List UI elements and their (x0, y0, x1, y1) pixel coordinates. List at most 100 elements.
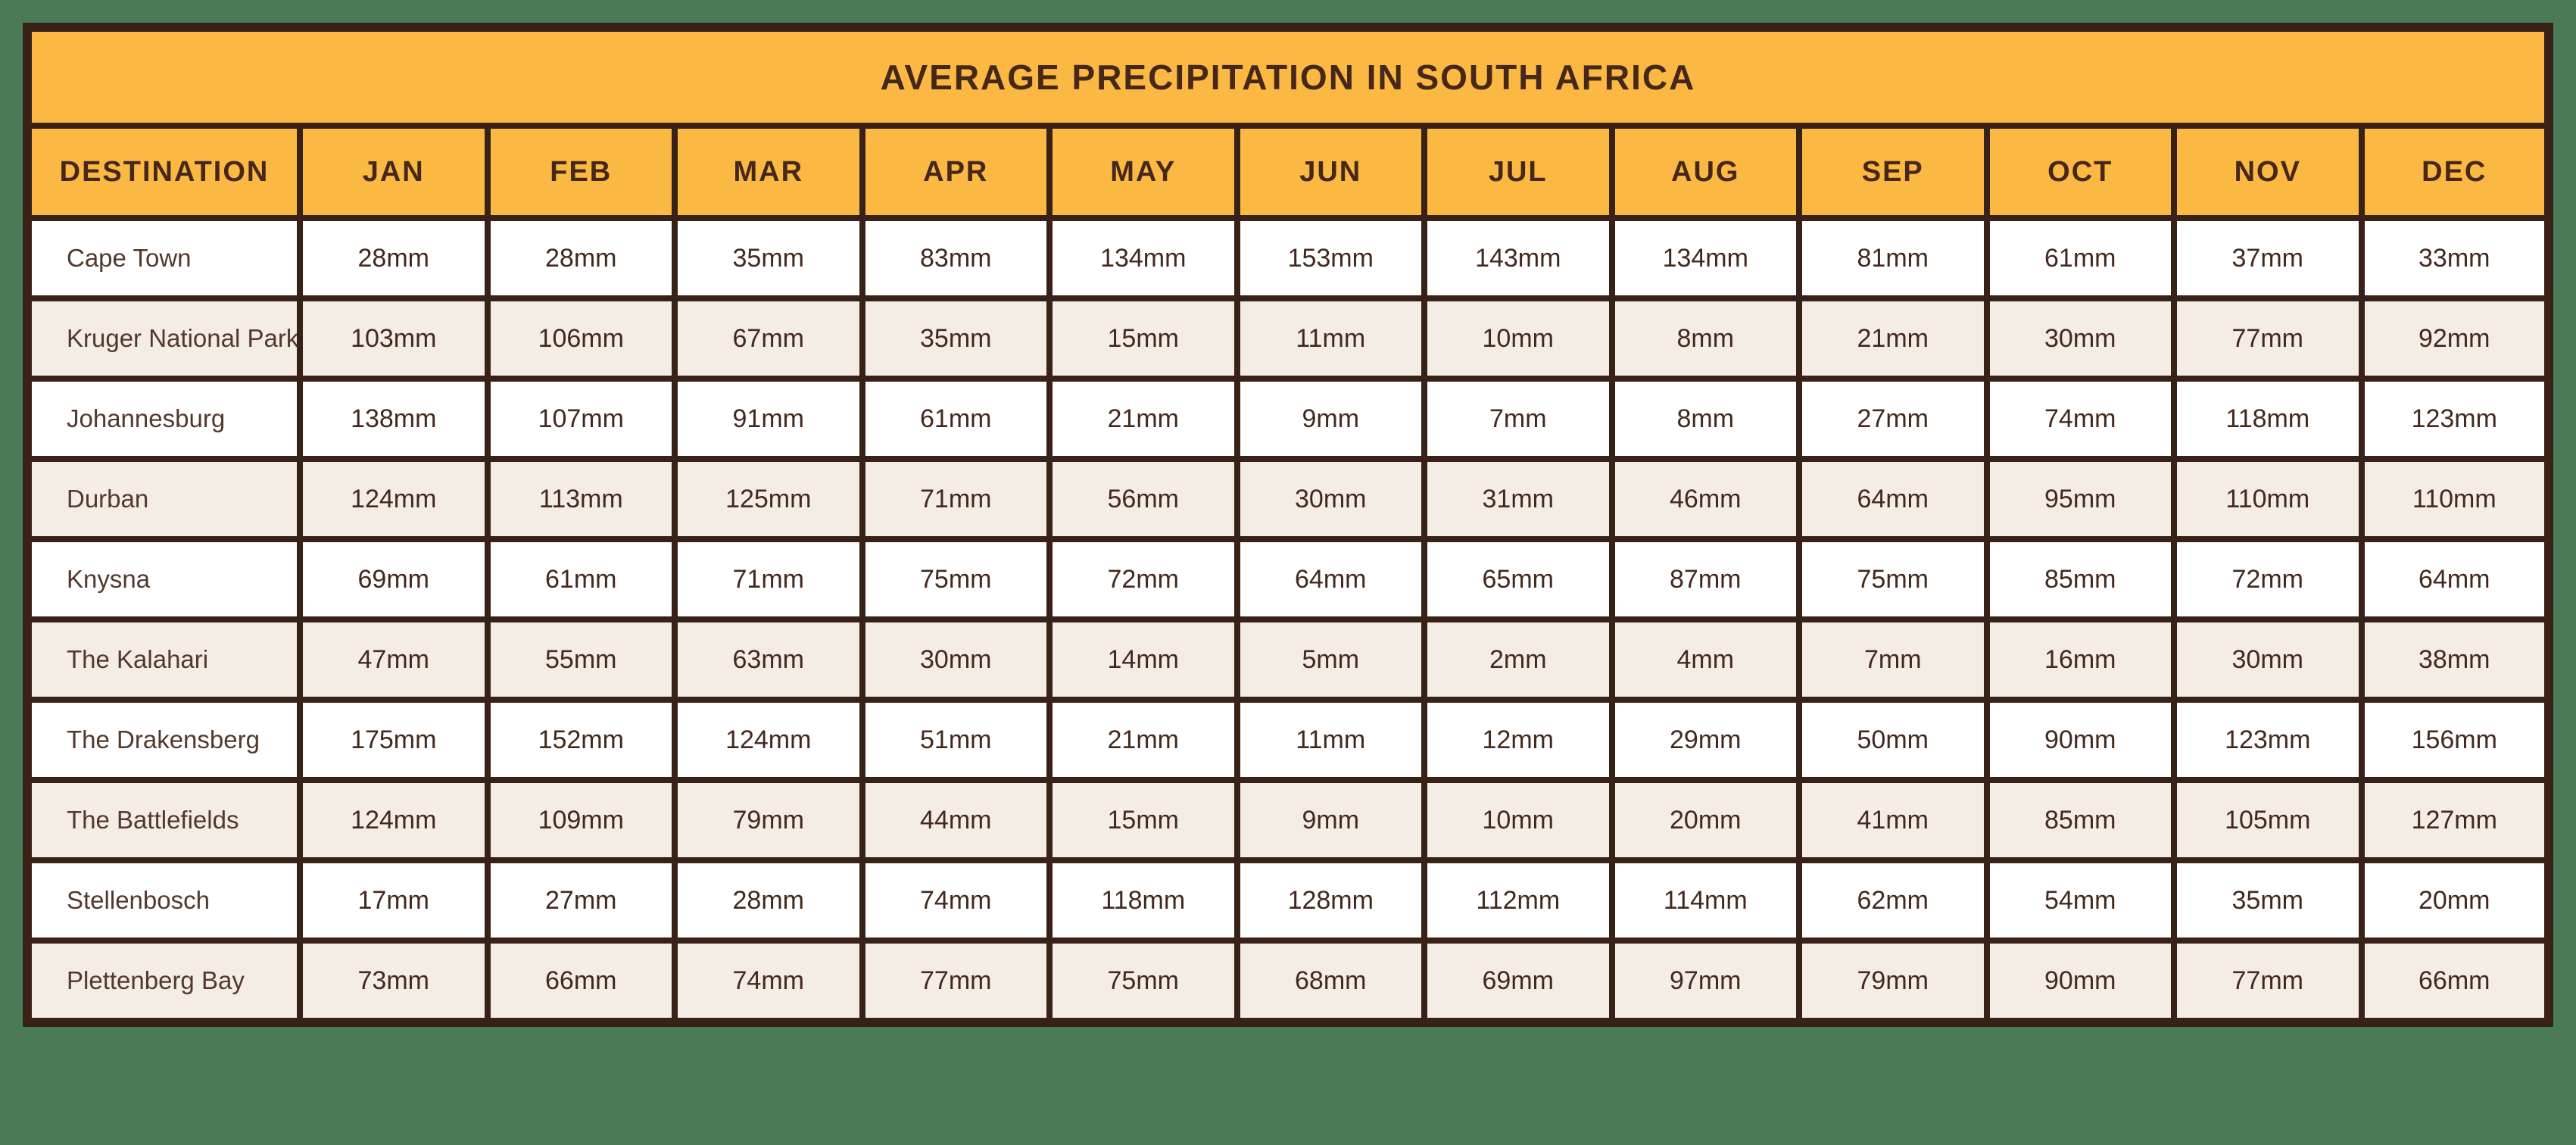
table-row: Johannesburg 138mm 107mm 91mm 61mm 21mm 9mm 7mm… (24, 376, 2552, 462)
value-cell: 66mm (2358, 938, 2552, 1025)
value-cell: 106mm (484, 295, 678, 382)
value-cell: 127mm (2358, 777, 2552, 863)
header-month-1: JAN (297, 123, 491, 221)
value-cell: 55mm (484, 616, 678, 703)
value-cell: 7mm (1421, 376, 1615, 462)
value-cell: 85mm (1983, 777, 2177, 863)
value-cell: 44mm (859, 777, 1053, 863)
value-cell: 69mm (1421, 938, 1615, 1025)
value-cell: 153mm (1233, 215, 1427, 301)
value-cell: 35mm (859, 295, 1053, 382)
value-cell: 77mm (859, 938, 1053, 1025)
value-cell: 67mm (672, 295, 865, 382)
value-cell: 61mm (1983, 215, 2177, 301)
value-cell: 75mm (1046, 938, 1240, 1025)
destination-cell: Stellenbosch (24, 857, 303, 944)
destination-cell: The Kalahari (24, 616, 303, 703)
value-cell: 38mm (2358, 616, 2552, 703)
value-cell: 54mm (1983, 857, 2177, 944)
value-cell: 64mm (1233, 536, 1427, 622)
value-cell: 114mm (1608, 857, 1802, 944)
table-row: The Kalahari 47mm 55mm 63mm 30mm 14mm 5mm 2mm 4m… (24, 616, 2552, 703)
value-cell: 81mm (1796, 215, 1990, 301)
value-cell: 92mm (2358, 295, 2552, 382)
table-row: Stellenbosch 17mm 27mm 28mm 74mm 118mm 128mm 11… (24, 857, 2552, 944)
destination-cell: Cape Town (24, 215, 303, 301)
value-cell: 51mm (859, 697, 1053, 783)
value-cell: 77mm (2171, 295, 2365, 382)
value-cell: 28mm (672, 857, 865, 944)
table-row: Durban 124mm 113mm 125mm 71mm 56mm 30mm 31mm 46m… (24, 456, 2552, 542)
value-cell: 105mm (2171, 777, 2365, 863)
destination-cell: Durban (24, 456, 303, 542)
value-cell: 156mm (2358, 697, 2552, 783)
value-cell: 74mm (672, 938, 865, 1025)
value-cell: 8mm (1608, 295, 1802, 382)
value-cell: 124mm (297, 456, 491, 542)
value-cell: 113mm (484, 456, 678, 542)
header-month-10: OCT (1983, 123, 2177, 221)
table-row: Cape Town 28mm 28mm 35mm 83mm 134mm 153mm 143mm… (24, 215, 2552, 301)
value-cell: 118mm (2171, 376, 2365, 462)
value-cell: 33mm (2358, 215, 2552, 301)
value-cell: 103mm (297, 295, 491, 382)
value-cell: 20mm (2358, 857, 2552, 944)
value-cell: 14mm (1046, 616, 1240, 703)
value-cell: 64mm (2358, 536, 2552, 622)
header-month-7: JUL (1421, 123, 1615, 221)
value-cell: 175mm (297, 697, 491, 783)
destination-cell: Knysna (24, 536, 303, 622)
header-month-5: MAY (1046, 123, 1240, 221)
value-cell: 68mm (1233, 938, 1427, 1025)
header-month-8: AUG (1608, 123, 1802, 221)
destination-cell: The Drakensberg (24, 697, 303, 783)
value-cell: 107mm (484, 376, 678, 462)
header-month-4: APR (859, 123, 1053, 221)
value-cell: 87mm (1608, 536, 1802, 622)
title-row: AVERAGE PRECIPITATION IN SOUTH AFRICA (24, 24, 2552, 129)
value-cell: 123mm (2358, 376, 2552, 462)
header-month-3: MAR (672, 123, 865, 221)
value-cell: 5mm (1233, 616, 1427, 703)
value-cell: 12mm (1421, 697, 1615, 783)
value-cell: 29mm (1608, 697, 1802, 783)
value-cell: 110mm (2171, 456, 2365, 542)
table-row: Knysna 69mm 61mm 71mm 75mm 72mm 64mm 65mm 87mm 75… (24, 536, 2552, 622)
value-cell: 17mm (297, 857, 491, 944)
table-row: Kruger National Park 103mm 106mm 67mm 35mm 15… (24, 295, 2552, 382)
value-cell: 125mm (672, 456, 865, 542)
value-cell: 31mm (1421, 456, 1615, 542)
value-cell: 134mm (1608, 215, 1802, 301)
value-cell: 9mm (1233, 777, 1427, 863)
value-cell: 72mm (2171, 536, 2365, 622)
value-cell: 16mm (1983, 616, 2177, 703)
value-cell: 71mm (859, 456, 1053, 542)
value-cell: 56mm (1046, 456, 1240, 542)
destination-cell: Kruger National Park (24, 295, 303, 382)
table-body: Cape Town 28mm 28mm 35mm 83mm 134mm 153mm 143mm… (24, 215, 2552, 1025)
value-cell: 8mm (1608, 376, 1802, 462)
value-cell: 128mm (1233, 857, 1427, 944)
value-cell: 112mm (1421, 857, 1615, 944)
precipitation-table-frame: AVERAGE PRECIPITATION IN SOUTH AFRICA DE… (23, 23, 2553, 1027)
header-destination: DESTINATION (24, 123, 303, 221)
value-cell: 110mm (2358, 456, 2552, 542)
value-cell: 27mm (1796, 376, 1990, 462)
value-cell: 143mm (1421, 215, 1615, 301)
value-cell: 20mm (1608, 777, 1802, 863)
value-cell: 77mm (2171, 938, 2365, 1025)
header-month-9: SEP (1796, 123, 1990, 221)
value-cell: 10mm (1421, 777, 1615, 863)
value-cell: 35mm (672, 215, 865, 301)
value-cell: 47mm (297, 616, 491, 703)
value-cell: 65mm (1421, 536, 1615, 622)
value-cell: 61mm (859, 376, 1053, 462)
value-cell: 7mm (1796, 616, 1990, 703)
value-cell: 138mm (297, 376, 491, 462)
destination-cell: The Battlefields (24, 777, 303, 863)
header-month-2: FEB (484, 123, 678, 221)
value-cell: 28mm (484, 215, 678, 301)
value-cell: 83mm (859, 215, 1053, 301)
value-cell: 41mm (1796, 777, 1990, 863)
value-cell: 21mm (1796, 295, 1990, 382)
